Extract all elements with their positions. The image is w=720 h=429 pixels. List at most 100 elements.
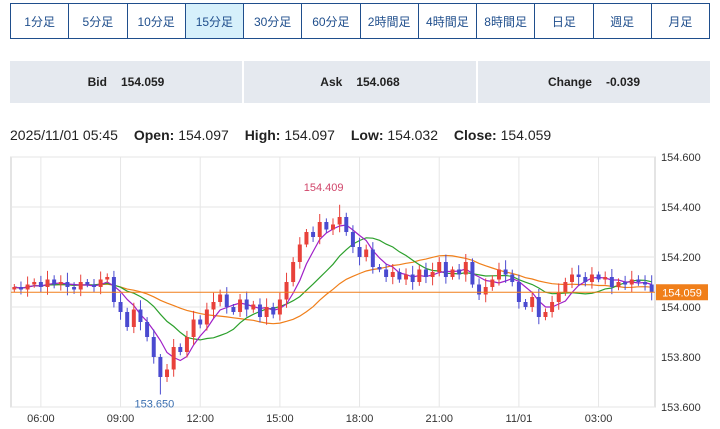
candle-body: [32, 282, 37, 285]
x-tick-label: 12:00: [186, 413, 214, 425]
candle-body: [384, 269, 389, 277]
candle-body: [277, 299, 282, 315]
low-value: 154.032: [387, 127, 438, 143]
candle-body: [12, 287, 17, 290]
candle-body: [437, 262, 442, 272]
candle-body: [111, 277, 116, 302]
candle-body: [583, 277, 588, 282]
candle-body: [151, 337, 156, 357]
tab-5[interactable]: 60分足: [302, 4, 361, 38]
y-tick-label: 153.800: [661, 352, 701, 364]
candle-body: [291, 262, 296, 282]
candle-body: [18, 287, 23, 290]
candlestick-chart[interactable]: 154.600 154.400 154.200 154.000 153.800 153.6…: [0, 148, 720, 429]
candle-body: [91, 284, 96, 287]
candle-body: [556, 292, 561, 302]
candle-body: [397, 272, 402, 280]
low-label: Low:: [350, 127, 384, 143]
candle-body: [410, 274, 415, 282]
tab-1[interactable]: 5分足: [69, 4, 128, 38]
ask-label: Ask: [320, 75, 343, 89]
candle-body: [85, 282, 90, 285]
close-label: Close:: [453, 127, 497, 143]
x-tick-label: 09:00: [107, 413, 135, 425]
candle-body: [58, 282, 63, 285]
candle-body: [171, 347, 176, 370]
candle-body: [530, 297, 535, 307]
candle-body: [191, 319, 196, 337]
candle-body: [616, 282, 621, 287]
tab-8[interactable]: 8時間足: [477, 4, 536, 38]
ohlc-datetime: 2025/11/01 05:45: [10, 127, 118, 143]
candle-body: [463, 262, 468, 275]
candle-body: [304, 232, 309, 245]
candle-body: [331, 224, 335, 230]
tab-9[interactable]: 日足: [535, 4, 594, 38]
candle-body: [105, 277, 110, 280]
current-price-label: 154.059: [662, 287, 702, 299]
candle-body: [72, 287, 77, 290]
candle-body: [450, 269, 455, 277]
candle-body: [357, 247, 362, 257]
x-tick-label: 18:00: [346, 413, 374, 425]
candle-body: [490, 279, 495, 287]
y-tick-label: 154.000: [661, 302, 701, 314]
bid-label: Bid: [87, 75, 107, 89]
candle-body: [423, 269, 428, 277]
candle-body: [324, 222, 329, 230]
candle-body: [496, 269, 501, 280]
candle-body: [364, 249, 369, 257]
tab-7[interactable]: 4時間足: [418, 4, 477, 38]
x-tick-label: 06:00: [27, 413, 55, 425]
candle-body: [238, 299, 243, 312]
bid-box: Bid 154.059: [10, 61, 242, 103]
candle-body: [78, 282, 83, 290]
tab-4[interactable]: 30分足: [244, 4, 303, 38]
quote-panel: Bid 154.059 Ask 154.068 Change -0.039: [10, 61, 710, 103]
high-label: High:: [244, 127, 281, 143]
candle-body: [344, 217, 349, 232]
candle-body: [45, 279, 50, 287]
candle-body: [52, 279, 57, 285]
high-value: 154.097: [284, 127, 335, 143]
candle-body: [623, 282, 628, 285]
candle-body: [417, 269, 422, 282]
candle-body: [158, 357, 163, 377]
candle-body: [178, 347, 183, 352]
candle-body: [596, 274, 601, 280]
candle-body: [271, 307, 276, 315]
close-value: 154.059: [500, 127, 552, 143]
low-annotation: 153.650: [134, 399, 174, 411]
candle-body: [457, 269, 462, 275]
candle-body: [231, 307, 236, 312]
candle-body: [404, 274, 409, 280]
candle-body: [337, 217, 342, 225]
x-tick-label: 21:00: [425, 413, 453, 425]
candle-body: [224, 294, 229, 307]
candle-body: [510, 274, 515, 282]
candle-body: [636, 279, 641, 282]
candle-body: [649, 284, 654, 292]
y-tick-label: 154.600: [661, 152, 701, 164]
y-tick-label: 154.400: [661, 202, 701, 214]
candle-body: [198, 319, 203, 325]
tab-0[interactable]: 1分足: [11, 4, 70, 38]
tab-3[interactable]: 15分足: [185, 4, 244, 38]
candle-body: [563, 282, 568, 292]
tab-10[interactable]: 週足: [593, 4, 652, 38]
candle-body: [25, 284, 30, 290]
candle-body: [603, 277, 608, 280]
y-tick-label: 154.200: [661, 252, 701, 264]
candle-body: [65, 282, 70, 287]
candle-body: [184, 337, 189, 352]
tab-6[interactable]: 2時間足: [360, 4, 419, 38]
candle-body: [311, 232, 316, 237]
candle-body: [483, 287, 488, 295]
candle-body: [629, 279, 634, 285]
candle-body: [165, 369, 170, 377]
tab-11[interactable]: 月足: [651, 4, 709, 38]
candle-body: [370, 249, 375, 267]
candle-body: [350, 232, 355, 247]
tab-2[interactable]: 10分足: [127, 4, 186, 38]
open-label: Open:: [133, 127, 175, 143]
